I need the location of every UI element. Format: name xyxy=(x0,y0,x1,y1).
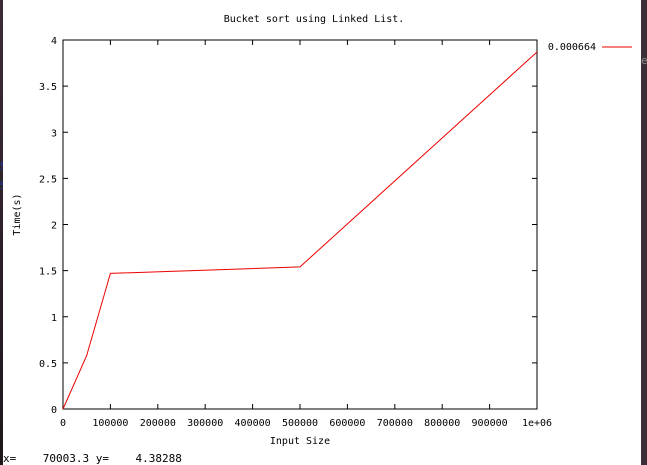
y-tick-label: 2 xyxy=(51,221,57,232)
series-line xyxy=(62,51,538,410)
y-tick-label: 4 xyxy=(51,36,57,47)
x-tick-label: 400000 xyxy=(235,418,271,429)
y-axis-label: Time(s) xyxy=(12,193,23,235)
y-tick-label: 1.5 xyxy=(39,267,57,278)
x-tick-label: 900000 xyxy=(472,418,508,429)
plot-window xyxy=(3,0,641,465)
y-tick-label: 0 xyxy=(51,405,57,416)
y-readout-label: y= xyxy=(95,452,109,465)
plot-frame xyxy=(62,39,538,410)
y-tick-label: 3 xyxy=(51,128,57,139)
x-tick-label: 600000 xyxy=(329,418,365,429)
x-tick-label: 700000 xyxy=(377,418,413,429)
x-axis-label: Input Size xyxy=(270,436,330,447)
edge-glyph: e xyxy=(641,54,647,67)
x-tick-label: 200000 xyxy=(140,418,176,429)
x-tick-label: 800000 xyxy=(424,418,460,429)
y-tick-label: 1 xyxy=(51,313,57,324)
x-tick-label: 500000 xyxy=(282,418,318,429)
x-tick-label: 100000 xyxy=(92,418,128,429)
y-tick-label: 0.5 xyxy=(39,359,57,370)
x-tick-label: 0 xyxy=(60,418,66,429)
y-tick-label: 2.5 xyxy=(39,174,57,185)
right-window-edge: e xyxy=(641,0,647,465)
legend-label: 0.000664 xyxy=(548,42,596,53)
x-readout-value: 70003.3 xyxy=(42,452,90,465)
y-readout-value: 4.38288 xyxy=(135,452,182,465)
y-tick-label: 3.5 xyxy=(39,82,57,93)
x-tick-label: 1e+06 xyxy=(522,418,552,429)
x-tick-label: 300000 xyxy=(187,418,223,429)
chart-title: Bucket sort using Linked List. xyxy=(224,14,405,25)
cursor-readout: x= 70003.3 y= 4.38288 xyxy=(3,452,383,465)
x-readout-label: x= xyxy=(3,452,17,465)
